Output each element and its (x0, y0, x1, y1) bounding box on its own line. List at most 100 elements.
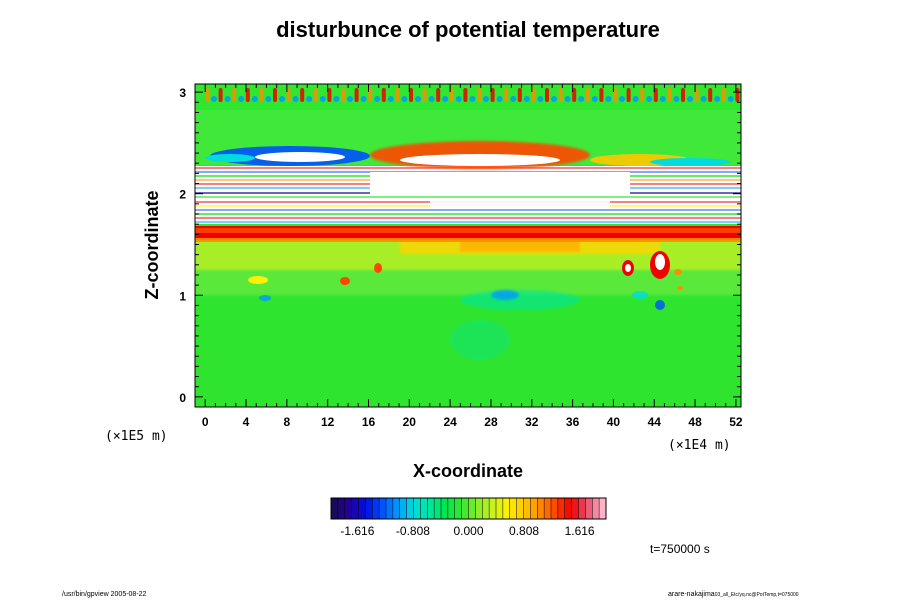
colorbar-cell (516, 498, 524, 519)
colorbar-cell (427, 498, 435, 519)
colorbar-cell (379, 498, 387, 519)
wave-cell (279, 96, 285, 102)
wave-cell (306, 96, 313, 102)
wave-cell (218, 88, 223, 102)
wave-cell (673, 96, 680, 102)
wave-cell (422, 88, 427, 102)
colorbar-cell (475, 498, 483, 519)
wave-cell (531, 88, 536, 102)
wave-cell (428, 96, 435, 102)
wave-cell (626, 88, 631, 102)
colorbar-cell (399, 498, 408, 519)
wave-cell (395, 88, 400, 102)
x-tick-label: 44 (648, 415, 662, 429)
colorbar-tick-label: -1.616 (340, 524, 374, 538)
wave-cell (292, 96, 299, 102)
wave-cell (327, 88, 332, 102)
colorbar-cell (544, 498, 552, 519)
colorbar-cell (441, 498, 449, 519)
wave-cell (401, 96, 408, 102)
x-tick-label: 20 (403, 415, 417, 429)
wave-cell (681, 88, 685, 102)
wave-cell (735, 88, 740, 102)
wave-cell (727, 96, 734, 102)
wave-cell (619, 96, 625, 102)
colorbar-tick-label: 1.616 (565, 524, 595, 538)
time-label: t=750000 s (650, 542, 710, 556)
wave-cell (442, 96, 449, 102)
wave-cell (224, 96, 231, 102)
y-tick-label: 3 (179, 86, 186, 100)
y-axis: 0 1 2 3 (179, 86, 741, 408)
x-tick-label: 4 (243, 415, 250, 429)
y-tick-label: 2 (179, 188, 186, 202)
wave-cell (517, 88, 522, 102)
wave-cell (483, 96, 489, 102)
colorbar-cell (454, 498, 463, 519)
wave-cell (496, 96, 503, 102)
wave-cell (409, 88, 413, 102)
wave-cell (265, 96, 272, 102)
x-tick-label: 8 (284, 415, 291, 429)
colorbar-cell (386, 498, 394, 519)
wave-cell (640, 88, 645, 102)
wave-cell (354, 88, 359, 102)
wave-cell (591, 96, 598, 102)
colorbar-cell (509, 498, 518, 519)
colorbar-tick-label: -0.808 (396, 524, 430, 538)
wave-cell (523, 96, 530, 102)
footer-right: arare-nakajima03_all_Etc/yq.nc@PotTemp,t… (668, 591, 799, 598)
wave-cell (455, 96, 462, 102)
wave-cell (572, 88, 577, 102)
wave-cell (436, 88, 441, 102)
wave-cell (605, 96, 612, 102)
wave-cell (721, 88, 726, 102)
wave-cell (347, 96, 353, 102)
colorbar-cell (523, 498, 531, 519)
wave-cell (341, 88, 345, 102)
colorbar-cell (461, 498, 469, 519)
x-tick-label: 16 (362, 415, 376, 429)
colorbar-cell (482, 498, 490, 519)
wave-cell (449, 88, 454, 102)
colorbar-cell (585, 498, 593, 519)
x-tick-label: 12 (321, 415, 335, 429)
wave-cell (273, 88, 277, 102)
colorbar-cell (413, 498, 421, 519)
wave-cell (245, 88, 250, 102)
x-tick-label: 0 (202, 415, 209, 429)
colorbar-cell (551, 498, 559, 519)
wave-cell (613, 88, 617, 102)
wave-cell (259, 88, 264, 102)
colorbar-cell (571, 498, 579, 519)
wave-cell (632, 96, 639, 102)
wave-cell (381, 88, 386, 102)
wave-cell (537, 96, 544, 102)
colorbar-cell (592, 498, 600, 519)
colorbar-cell (365, 498, 373, 519)
footer-right-main: arare-nakajima (668, 591, 715, 598)
colorbar-cell (447, 498, 456, 519)
wave-cell (205, 88, 209, 102)
chart-title: disturbunce of potential temperature (276, 17, 660, 42)
wave-cell (477, 88, 481, 102)
wave-cell (708, 88, 713, 102)
wave-cell (319, 96, 326, 102)
colorbar-frame (330, 497, 607, 520)
x-tick-label: 32 (525, 415, 539, 429)
wave-cell (599, 88, 604, 102)
wave-cell (387, 96, 394, 102)
wave-cell (490, 88, 495, 102)
wave-cell (251, 96, 258, 102)
colorbar-cell (578, 498, 586, 519)
colorbar-cell (564, 498, 573, 519)
wave-cell (564, 96, 571, 102)
colorbar-cell (530, 498, 538, 519)
wave-cell (700, 96, 707, 102)
x-tick-label: 24 (443, 415, 457, 429)
colorbar-cell (344, 498, 353, 519)
y-tick-label: 1 (179, 289, 186, 303)
colorbar-cell (392, 498, 401, 519)
wave-cell (558, 88, 563, 102)
